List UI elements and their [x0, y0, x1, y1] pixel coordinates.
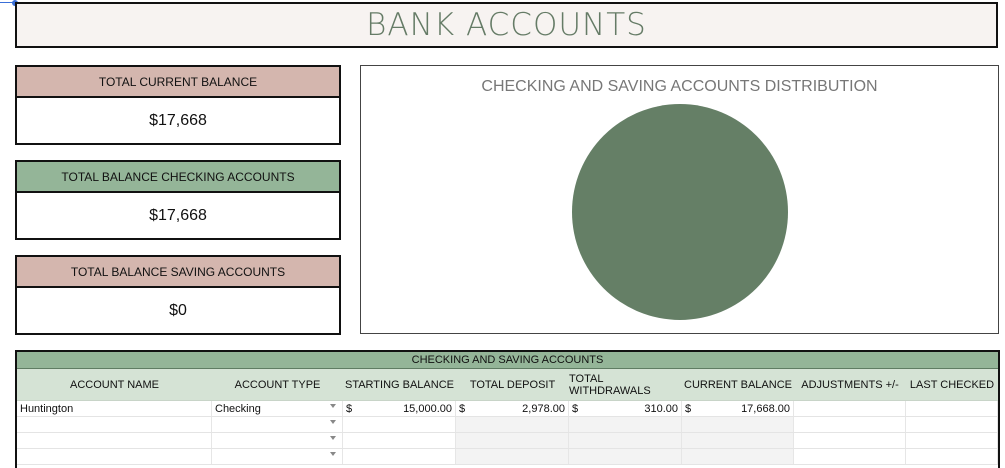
cell-account-type[interactable] — [212, 433, 343, 448]
currency-symbol: $ — [685, 402, 692, 415]
table-header: ACCOUNT NAME ACCOUNT TYPE STARTING BALAN… — [17, 369, 998, 401]
chevron-down-icon[interactable] — [330, 436, 336, 440]
col-header-account-name: ACCOUNT NAME — [69, 378, 160, 391]
col-header-adjustments: ADJUSTMENTS +/- — [801, 378, 899, 391]
pie-chart-svg — [572, 104, 788, 320]
cell-account-type[interactable] — [212, 417, 343, 432]
chevron-down-icon[interactable] — [330, 420, 336, 424]
cell-current-balance[interactable] — [682, 449, 794, 464]
chevron-down-icon[interactable] — [330, 452, 336, 456]
distribution-chart[interactable]: CHECKING AND SAVING ACCOUNTS DISTRIBUTIO… — [360, 65, 999, 334]
cell-account-name[interactable] — [17, 449, 212, 464]
cell-adjustments[interactable] — [794, 417, 906, 432]
page-title-bar: BANK ACCOUNTS — [15, 2, 998, 48]
total-current-balance-card: TOTAL CURRENT BALANCE $17,668 — [15, 65, 341, 145]
cell-account-name[interactable]: Huntington — [17, 401, 212, 416]
col-header-total-deposit: TOTAL DEPOSIT — [469, 378, 556, 391]
cell-current-balance[interactable] — [682, 433, 794, 448]
cell-adjustments[interactable] — [794, 449, 906, 464]
cell-account-type[interactable]: Checking — [212, 401, 343, 416]
currency-symbol: $ — [459, 402, 466, 415]
account-type-value: Checking — [215, 402, 261, 415]
cell-account-type[interactable] — [212, 449, 343, 464]
total-checking-balance-card: TOTAL BALANCE CHECKING ACCOUNTS $17,668 — [15, 160, 341, 240]
cell-total-deposit[interactable]: $ 2,978.00 — [456, 401, 569, 416]
total-saving-balance-card: TOTAL BALANCE SAVING ACCOUNTS $0 — [15, 255, 341, 335]
table-row — [17, 433, 998, 449]
chart-title: CHECKING AND SAVING ACCOUNTS DISTRIBUTIO… — [481, 78, 878, 95]
table-row: Huntington Checking $ 15,000.00 $ 2,978.… — [17, 401, 998, 417]
col-header-total-withdrawals: TOTAL WITHDRAWALS — [569, 372, 651, 397]
cell-current-balance[interactable] — [682, 417, 794, 432]
col-header-current-balance: CURRENT BALANCE — [684, 378, 792, 391]
col-header-starting-balance: STARTING BALANCE — [344, 378, 454, 391]
table-title: CHECKING AND SAVING ACCOUNTS — [17, 352, 998, 369]
cell-starting-balance[interactable] — [343, 417, 456, 432]
cell-last-checked[interactable] — [906, 401, 998, 416]
cell-starting-balance[interactable] — [343, 449, 456, 464]
card-label: TOTAL BALANCE CHECKING ACCOUNTS — [17, 162, 339, 193]
currency-symbol: $ — [572, 402, 579, 415]
cell-account-name[interactable] — [17, 417, 212, 432]
cell-starting-balance[interactable]: $ 15,000.00 — [343, 401, 456, 416]
cell-adjustments[interactable] — [794, 401, 906, 416]
cell-current-balance[interactable]: $ 17,668.00 — [682, 401, 794, 416]
total-deposit-value: 2,978.00 — [522, 402, 565, 415]
cell-total-withdrawals[interactable] — [569, 417, 682, 432]
cell-starting-balance[interactable] — [343, 433, 456, 448]
cell-total-withdrawals[interactable] — [569, 449, 682, 464]
accounts-table: CHECKING AND SAVING ACCOUNTS ACCOUNT NAM… — [15, 350, 1000, 468]
cell-adjustments[interactable] — [794, 433, 906, 448]
cell-total-withdrawals[interactable]: $ 310.00 — [569, 401, 682, 416]
cell-last-checked[interactable] — [906, 433, 998, 448]
cell-total-deposit[interactable] — [456, 449, 569, 464]
starting-balance-value: 15,000.00 — [403, 402, 452, 415]
page-title: BANK ACCOUNTS — [366, 7, 647, 43]
cell-total-withdrawals[interactable] — [569, 433, 682, 448]
current-balance-value: 17,668.00 — [741, 402, 790, 415]
cell-total-deposit[interactable] — [456, 417, 569, 432]
card-label: TOTAL BALANCE SAVING ACCOUNTS — [17, 257, 339, 288]
card-value: $0 — [169, 301, 187, 319]
cell-total-deposit[interactable] — [456, 433, 569, 448]
card-value: $17,668 — [149, 206, 207, 224]
card-value: $17,668 — [149, 111, 207, 129]
card-label: TOTAL CURRENT BALANCE — [17, 67, 339, 98]
selection-line — [0, 2, 15, 3]
chevron-down-icon[interactable] — [330, 404, 336, 408]
col-header-last-checked: LAST CHECKED — [909, 378, 995, 391]
currency-symbol: $ — [346, 402, 353, 415]
cell-account-name[interactable] — [17, 433, 212, 448]
table-row — [17, 417, 998, 433]
total-withdrawals-value: 310.00 — [644, 402, 678, 415]
cell-last-checked[interactable] — [906, 449, 998, 464]
table-row — [17, 449, 998, 465]
col-header-account-type: ACCOUNT TYPE — [234, 378, 321, 391]
pie-slice-checking[interactable] — [572, 104, 788, 320]
cell-last-checked[interactable] — [906, 417, 998, 432]
